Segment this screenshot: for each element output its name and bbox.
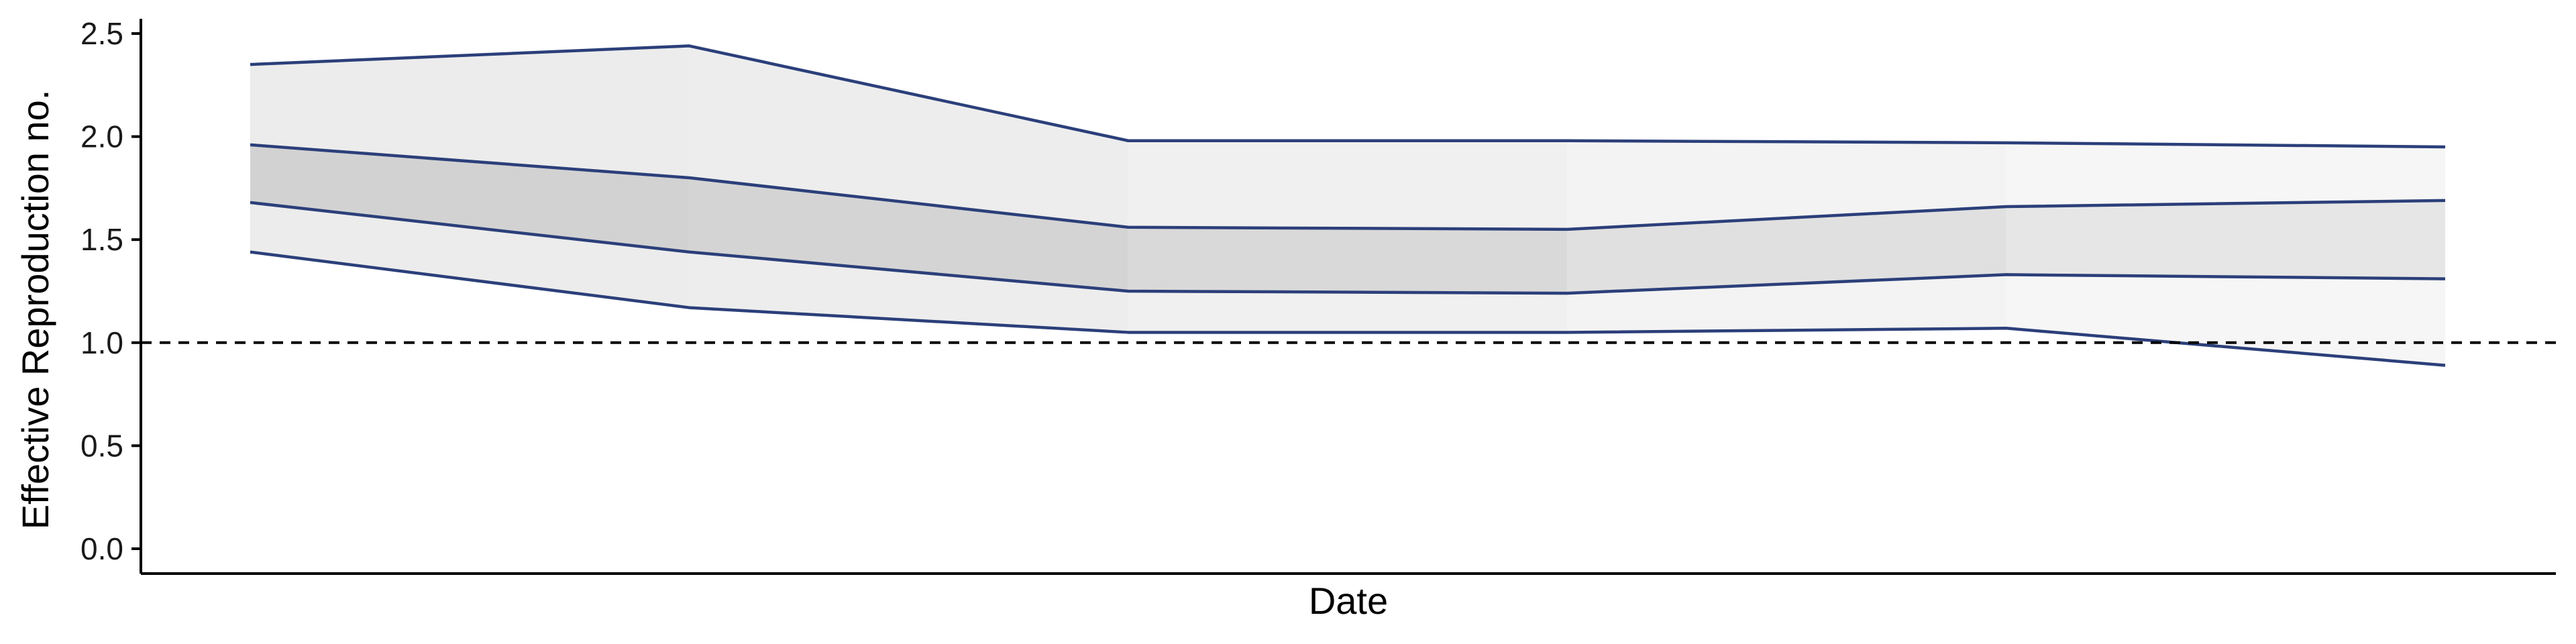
- series-line-3: [250, 201, 2446, 295]
- inner-band-segment: [1128, 227, 1568, 294]
- y-tick-label: 2.5: [80, 16, 123, 51]
- y-tick-label: 0.0: [80, 531, 123, 566]
- y-tick-label: 1.0: [80, 325, 123, 360]
- inner-band-segment: [689, 178, 1128, 291]
- y-tick-label: 2.0: [80, 119, 123, 154]
- interval-bands: [250, 46, 2445, 366]
- y-tick-label: 0.5: [80, 428, 123, 463]
- inner-band-segment: [2006, 200, 2445, 279]
- series-lines: [250, 44, 2446, 367]
- inner-band-segment: [250, 144, 690, 252]
- x-axis-label: Date: [1309, 580, 1388, 622]
- series-line-2: [250, 143, 2446, 231]
- y-axis: 0.0 0.5 1.0 1.5 2.0 2.5: [80, 16, 142, 574]
- inner-band-segment: [1567, 207, 2006, 294]
- series-line-4: [250, 250, 2446, 367]
- y-axis-label: Effective Reproduction no.: [14, 90, 56, 530]
- series-line-1: [250, 44, 2446, 149]
- y-tick-label: 1.5: [80, 222, 123, 257]
